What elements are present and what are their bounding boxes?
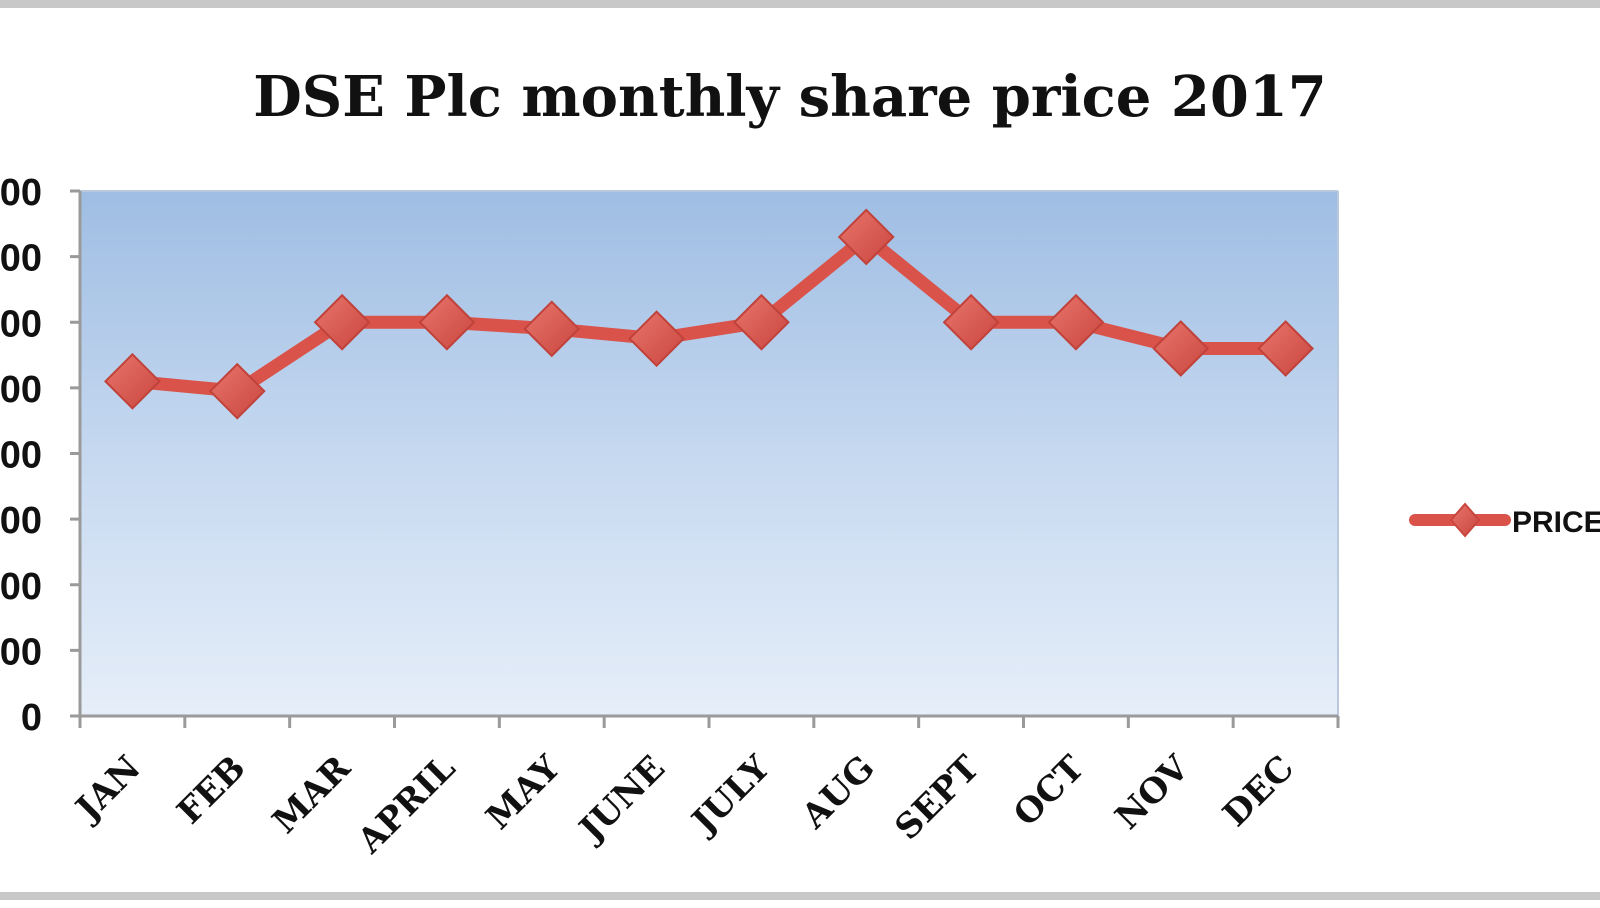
- y-tick-label: 00: [0, 631, 42, 673]
- data-point-oct: [1047, 293, 1105, 351]
- x-tick-label: AUG: [793, 748, 882, 837]
- y-tick-label: 00: [0, 500, 42, 542]
- x-tick-label: MAR: [265, 748, 359, 842]
- plot-area: [80, 191, 1338, 716]
- legend-marker-swatch: [1449, 502, 1481, 538]
- data-point-sept: [942, 293, 1000, 351]
- data-point-nov: [1152, 320, 1210, 377]
- x-tick-label: JULY: [682, 748, 778, 844]
- data-point-dec: [1257, 320, 1314, 377]
- data-point-july: [733, 293, 790, 351]
- data-point-april: [418, 293, 476, 351]
- y-tick-label: 00: [0, 566, 42, 608]
- data-point-aug: [837, 208, 895, 266]
- data-point-may: [523, 300, 581, 358]
- y-tick-label: 00: [0, 369, 42, 411]
- y-tick-label: 0: [21, 697, 42, 739]
- chart-title: DSE Plc monthly share price 2017: [253, 64, 1327, 130]
- x-tick-label: JAN: [66, 748, 148, 830]
- data-point-mar: [313, 293, 371, 351]
- series-layer: [104, 208, 1314, 420]
- x-tick-label: JUNE: [570, 748, 673, 851]
- y-tick-label: 00: [0, 238, 42, 280]
- y-tick-label: 00: [0, 172, 42, 214]
- x-tick-label: DEC: [1215, 748, 1302, 835]
- x-tick-label: FEB: [170, 748, 254, 832]
- x-tick-label: MAY: [479, 748, 569, 838]
- y-tick-label: 00: [0, 303, 42, 345]
- x-tick-label: NOV: [1108, 748, 1198, 838]
- legend-label: PRICE: [1512, 506, 1600, 539]
- y-tick-label: 00: [0, 435, 42, 477]
- x-tick-label: SEPT: [888, 748, 988, 848]
- x-tick-label: APRIL: [349, 748, 463, 862]
- data-point-jan: [104, 352, 161, 410]
- x-tick-label: OCT: [1006, 748, 1092, 834]
- data-point-june: [628, 310, 685, 368]
- legend: PRICE: [1409, 502, 1600, 539]
- data-point-feb: [208, 362, 266, 420]
- chart-svg: DSE Plc monthly share price 2017 0000000…: [0, 64, 1600, 862]
